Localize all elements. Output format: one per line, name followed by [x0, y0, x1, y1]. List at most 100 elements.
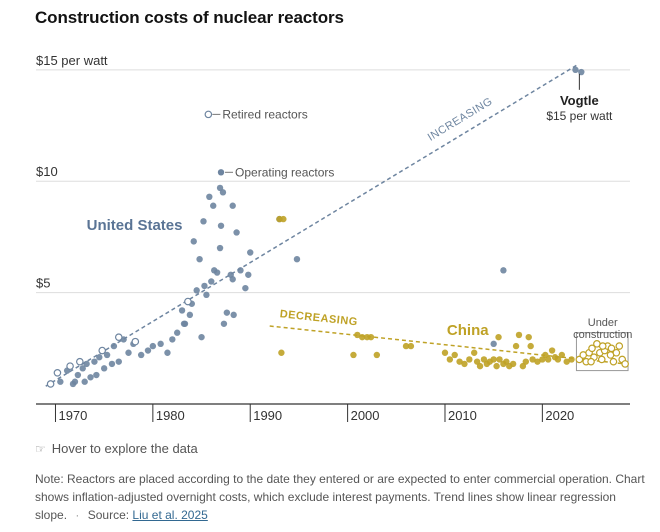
- chart-title: Construction costs of nuclear reactors: [35, 8, 344, 27]
- us-point: [237, 267, 244, 274]
- us-retired-point: [98, 346, 107, 355]
- us-retired-point: [131, 337, 140, 346]
- us-point: [230, 311, 237, 319]
- vogtle-value-label: $15 per watt: [546, 109, 613, 123]
- x-tick-label: 2020: [545, 408, 574, 423]
- decreasing-label: DECREASING: [279, 308, 358, 328]
- us-point: [125, 349, 132, 356]
- us-point: [213, 269, 221, 276]
- china-point: [354, 331, 361, 339]
- chart-svg[interactable]: $5 $10 $15 per watt 1970 1980 1990 2000 2010 202…: [0, 0, 660, 440]
- us-point: [500, 267, 507, 274]
- china-point: [495, 333, 502, 341]
- us-point: [193, 287, 200, 294]
- vogtle-label: Vogtle: [560, 93, 599, 108]
- us-point: [57, 378, 64, 385]
- china-point: [509, 360, 517, 368]
- china-under-construction-point: [597, 355, 606, 364]
- us-retired-point: [184, 297, 192, 306]
- us-point: [87, 374, 94, 381]
- us-point: [219, 189, 227, 196]
- operating-label: Operating reactors: [235, 165, 334, 179]
- us-point: [100, 365, 108, 372]
- us-point: [198, 333, 205, 341]
- us-point: [149, 342, 157, 350]
- china-point: [280, 215, 287, 223]
- us-retired-point: [66, 362, 74, 370]
- china-point: [278, 349, 285, 356]
- china-under-construction-point: [621, 360, 629, 368]
- us-point: [81, 378, 88, 385]
- us-point: [71, 378, 79, 385]
- us-point: [157, 340, 164, 348]
- source-link[interactable]: Liu et al. 2025: [132, 508, 208, 522]
- hover-hint[interactable]: ☞ Hover to explore the data: [35, 441, 198, 456]
- china-point: [545, 356, 552, 363]
- us-point: [220, 320, 228, 327]
- us-point: [247, 249, 254, 256]
- china-point: [470, 349, 478, 356]
- china-point: [527, 342, 534, 350]
- retired-label: Retired reactors: [222, 107, 307, 121]
- us-point: [203, 291, 210, 299]
- china-point: [522, 358, 530, 365]
- pointer-icon: ☞: [35, 441, 46, 456]
- us-point: [74, 371, 82, 379]
- us-point: [173, 329, 181, 336]
- us-series-label: United States: [87, 217, 183, 234]
- china-point: [466, 356, 473, 363]
- us-point: [210, 202, 217, 209]
- us-point: [178, 307, 186, 314]
- us-point: [242, 284, 249, 292]
- us-point: [217, 222, 225, 229]
- x-tick-label: 2000: [351, 408, 380, 423]
- us-retired-point: [53, 369, 62, 377]
- us-point: [144, 347, 152, 354]
- us-point: [93, 371, 100, 379]
- us-point: [196, 255, 203, 263]
- us-point: [115, 358, 122, 365]
- under-construction-label-2: construction: [573, 329, 632, 341]
- us-point: [190, 238, 197, 245]
- china-point: [558, 351, 566, 359]
- us-point: [216, 244, 224, 252]
- china-under-construction-point: [587, 357, 595, 366]
- china-point: [461, 360, 468, 368]
- china-point: [456, 358, 463, 365]
- us-point: [572, 66, 579, 74]
- us-retired-point: [204, 110, 213, 119]
- china-point: [373, 351, 381, 359]
- us-point: [223, 309, 231, 316]
- us-point: [229, 276, 236, 283]
- china-point: [350, 351, 357, 359]
- us-point: [201, 282, 208, 290]
- china-point: [490, 356, 497, 363]
- us-point: [233, 229, 240, 236]
- china-point: [367, 333, 375, 341]
- china-point: [407, 342, 415, 350]
- china-point: [496, 356, 503, 363]
- under-construction-box: [575, 332, 629, 372]
- note-separator: ·: [75, 508, 80, 522]
- us-point: [208, 278, 215, 285]
- china-under-construction-point: [598, 342, 607, 350]
- china-point: [359, 333, 366, 341]
- china-point: [446, 356, 454, 363]
- china-under-construction-point: [607, 344, 616, 353]
- x-tick-label: 1990: [253, 408, 282, 423]
- china-point: [568, 356, 575, 363]
- us-point: [103, 351, 111, 359]
- source-prefix: Source:: [87, 508, 130, 522]
- x-tick-label: 1980: [156, 408, 185, 423]
- us-trend-line: [45, 64, 577, 387]
- china-point: [441, 349, 449, 356]
- us-point: [137, 351, 145, 359]
- china-series-label: China: [447, 322, 489, 339]
- us-point: [490, 340, 497, 348]
- us-point: [293, 255, 301, 263]
- china-point: [512, 342, 520, 350]
- y-tick-label: $5: [36, 276, 50, 291]
- china-point: [402, 342, 410, 350]
- us-point: [186, 311, 194, 319]
- china-under-construction-point: [588, 344, 596, 353]
